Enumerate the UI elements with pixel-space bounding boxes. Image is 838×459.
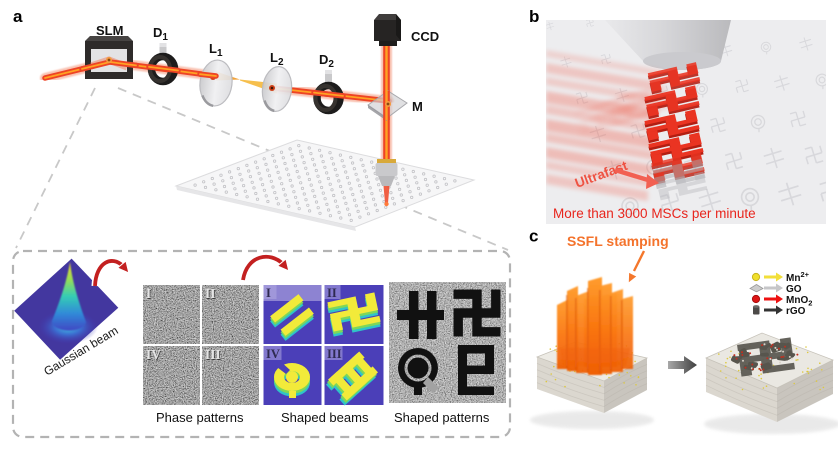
svg-text:SSFL stamping: SSFL stamping xyxy=(567,233,669,249)
svg-text:III: III xyxy=(205,347,221,362)
svg-text:II: II xyxy=(327,286,337,300)
svg-text:I: I xyxy=(266,286,271,300)
svg-text:II: II xyxy=(206,287,217,302)
svg-text:IV: IV xyxy=(266,347,280,361)
svg-text:c: c xyxy=(529,227,538,246)
svg-text:b: b xyxy=(529,7,539,26)
svg-text:GO: GO xyxy=(786,284,802,295)
svg-text:II: II xyxy=(205,286,216,301)
svg-text:MnO2: MnO2 xyxy=(786,295,812,308)
svg-text:III: III xyxy=(206,348,222,363)
svg-text:III: III xyxy=(327,347,342,361)
svg-text:I: I xyxy=(147,287,152,302)
svg-text:More than 3000 MSCs per minute: More than 3000 MSCs per minute xyxy=(553,206,756,221)
svg-text:Shaped beams: Shaped beams xyxy=(281,410,369,425)
svg-text:IV: IV xyxy=(147,348,162,363)
svg-text:M: M xyxy=(412,99,423,114)
svg-text:SLM: SLM xyxy=(96,23,123,38)
svg-text:Phase patterns: Phase patterns xyxy=(156,410,244,425)
svg-text:I: I xyxy=(146,286,151,301)
svg-text:rGO: rGO xyxy=(786,306,806,317)
svg-text:Shaped patterns: Shaped patterns xyxy=(394,410,490,425)
svg-text:CCD: CCD xyxy=(411,29,439,44)
svg-text:a: a xyxy=(13,7,23,26)
svg-text:IV: IV xyxy=(146,347,161,362)
